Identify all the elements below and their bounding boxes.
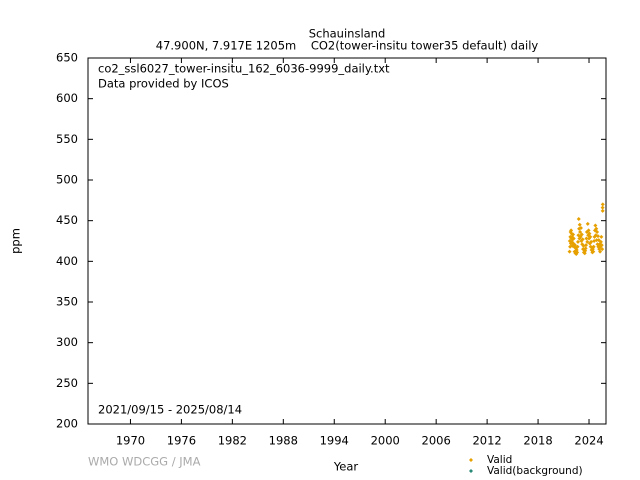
point <box>575 250 580 255</box>
annotation: co2_ssl6027_tower-insitu_162_6036-9999_d… <box>98 62 390 76</box>
point <box>579 232 584 237</box>
y-tick-label: 600 <box>56 91 78 105</box>
point <box>587 231 592 236</box>
point <box>577 222 582 227</box>
point <box>594 238 599 243</box>
point <box>593 223 598 228</box>
annotation: 2021/09/15 - 2025/08/14 <box>98 403 242 417</box>
x-tick-label: 1976 <box>167 434 196 448</box>
point <box>571 236 576 241</box>
legend-label: Valid(background) <box>487 465 583 477</box>
point <box>585 221 590 226</box>
point <box>598 249 603 254</box>
point <box>573 243 578 248</box>
legend-marker <box>469 469 473 473</box>
point <box>578 230 583 235</box>
point <box>600 202 605 207</box>
y-tick-label: 450 <box>56 213 78 227</box>
point <box>571 232 576 237</box>
point <box>567 249 572 254</box>
chart-title: Schauinsland <box>309 27 386 41</box>
point <box>599 234 604 239</box>
point <box>600 247 605 252</box>
legend-marker <box>469 458 473 462</box>
legend-label: Valid <box>487 454 512 466</box>
x-tick-label: 1982 <box>218 434 247 448</box>
y-tick-label: 400 <box>56 254 78 268</box>
x-tick-label: 2000 <box>371 434 400 448</box>
point <box>598 239 603 244</box>
x-tick-label: 1994 <box>320 434 349 448</box>
point <box>578 225 583 230</box>
point <box>580 237 585 242</box>
point <box>589 239 594 244</box>
point <box>569 228 574 233</box>
y-tick-label: 250 <box>56 376 78 390</box>
point <box>591 249 596 254</box>
y-tick-label: 650 <box>56 51 78 65</box>
point <box>582 251 587 256</box>
x-tick-label: 2006 <box>422 434 451 448</box>
x-tick-label: 1988 <box>269 434 298 448</box>
point <box>575 239 580 244</box>
x-tick-label: 2024 <box>574 434 603 448</box>
point <box>594 226 599 231</box>
point <box>595 234 600 239</box>
point <box>599 243 604 248</box>
chart-subtitle: 47.900N, 7.917E 1205m CO2(tower-insitu t… <box>156 39 539 53</box>
point <box>576 217 581 222</box>
y-tick-label: 300 <box>56 335 78 349</box>
point <box>575 244 580 249</box>
point <box>600 208 605 213</box>
y-axis-label: ppm <box>9 228 23 254</box>
y-tick-label: 550 <box>56 132 78 146</box>
point <box>583 246 588 251</box>
point <box>595 230 600 235</box>
point <box>584 243 589 248</box>
x-tick-label: 2012 <box>472 434 501 448</box>
point <box>584 236 589 241</box>
watermark: WMO WDCGG / JMA <box>88 455 201 469</box>
annotation: Data provided by ICOS <box>98 77 229 91</box>
point <box>574 247 579 252</box>
y-tick-label: 350 <box>56 295 78 309</box>
y-tick-label: 200 <box>56 417 78 431</box>
point <box>583 248 588 253</box>
point <box>586 228 591 233</box>
x-tick-label: 1970 <box>116 434 145 448</box>
point <box>588 234 593 239</box>
point <box>600 205 605 210</box>
point <box>585 239 590 244</box>
plot-frame <box>87 57 607 425</box>
y-tick-label: 500 <box>56 173 78 187</box>
point <box>591 244 596 249</box>
x-axis-label: Year <box>333 460 359 474</box>
x-tick-label: 2018 <box>523 434 552 448</box>
